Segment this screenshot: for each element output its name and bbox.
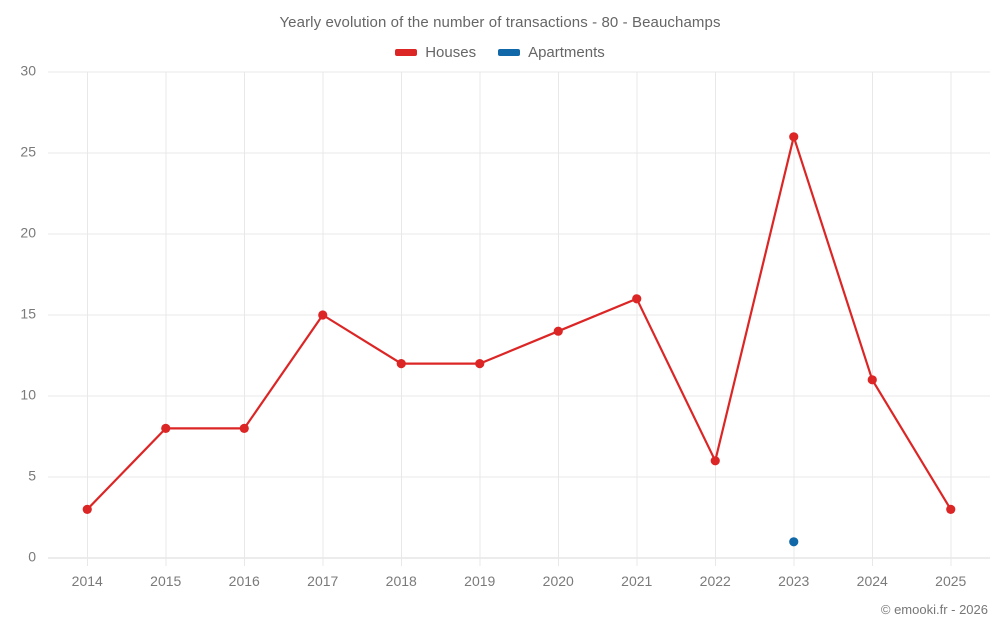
- gridlines: [48, 71, 990, 566]
- footer-credit: © emooki.fr - 2026: [880, 602, 988, 617]
- legend-item-apartments[interactable]: Apartments: [498, 44, 605, 61]
- legend-item-houses[interactable]: Houses: [395, 44, 476, 61]
- y-tick-label: 30: [20, 63, 36, 79]
- x-tick-label: 2021: [621, 573, 652, 589]
- data-point[interactable]: [553, 326, 563, 336]
- x-tick-label: 2023: [778, 573, 809, 589]
- data-point[interactable]: [475, 359, 485, 369]
- data-point[interactable]: [161, 423, 171, 433]
- data-point[interactable]: [82, 504, 92, 514]
- data-point[interactable]: [710, 456, 720, 466]
- y-tick-label: 10: [20, 387, 36, 403]
- legend-swatch-houses: [395, 49, 418, 56]
- data-point[interactable]: [396, 359, 406, 369]
- x-tick-label: 2017: [307, 573, 338, 589]
- y-tick-label: 0: [28, 549, 36, 565]
- data-point[interactable]: [632, 294, 642, 304]
- series-line-houses: [86, 135, 952, 511]
- y-tick-label: 5: [28, 468, 36, 484]
- data-point[interactable]: [789, 132, 799, 142]
- data-series-group: [82, 132, 956, 547]
- x-tick-label: 2014: [72, 573, 103, 589]
- data-point[interactable]: [239, 423, 249, 433]
- x-tick-label: 2015: [150, 573, 181, 589]
- legend-swatch-apartments: [498, 49, 521, 56]
- x-axis-ticks: 2014 2015 2016 2017 2018 2019 2020 2021 2022 2023…: [72, 573, 967, 589]
- x-tick-label: 2024: [857, 573, 888, 589]
- y-axis-ticks: 0 5 10 15 20 25 30: [20, 63, 36, 565]
- data-point[interactable]: [867, 375, 877, 385]
- data-point[interactable]: [946, 504, 956, 514]
- chart-legend: Houses Apartments: [0, 44, 1000, 61]
- legend-label-houses: Houses: [425, 44, 477, 61]
- x-tick-label: 2019: [464, 573, 495, 589]
- y-tick-label: 25: [20, 144, 36, 160]
- x-tick-label: 2020: [543, 573, 574, 589]
- x-tick-label: 2022: [700, 573, 731, 589]
- chart-title: Yearly evolution of the number of transa…: [279, 14, 721, 31]
- x-tick-label: 2025: [935, 573, 966, 589]
- legend-label-apartments: Apartments: [528, 44, 605, 61]
- data-point[interactable]: [318, 310, 328, 320]
- y-tick-label: 15: [20, 306, 36, 322]
- x-tick-label: 2016: [229, 573, 260, 589]
- x-tick-label: 2018: [386, 573, 417, 589]
- y-tick-label: 20: [20, 225, 36, 241]
- data-point[interactable]: [789, 537, 799, 547]
